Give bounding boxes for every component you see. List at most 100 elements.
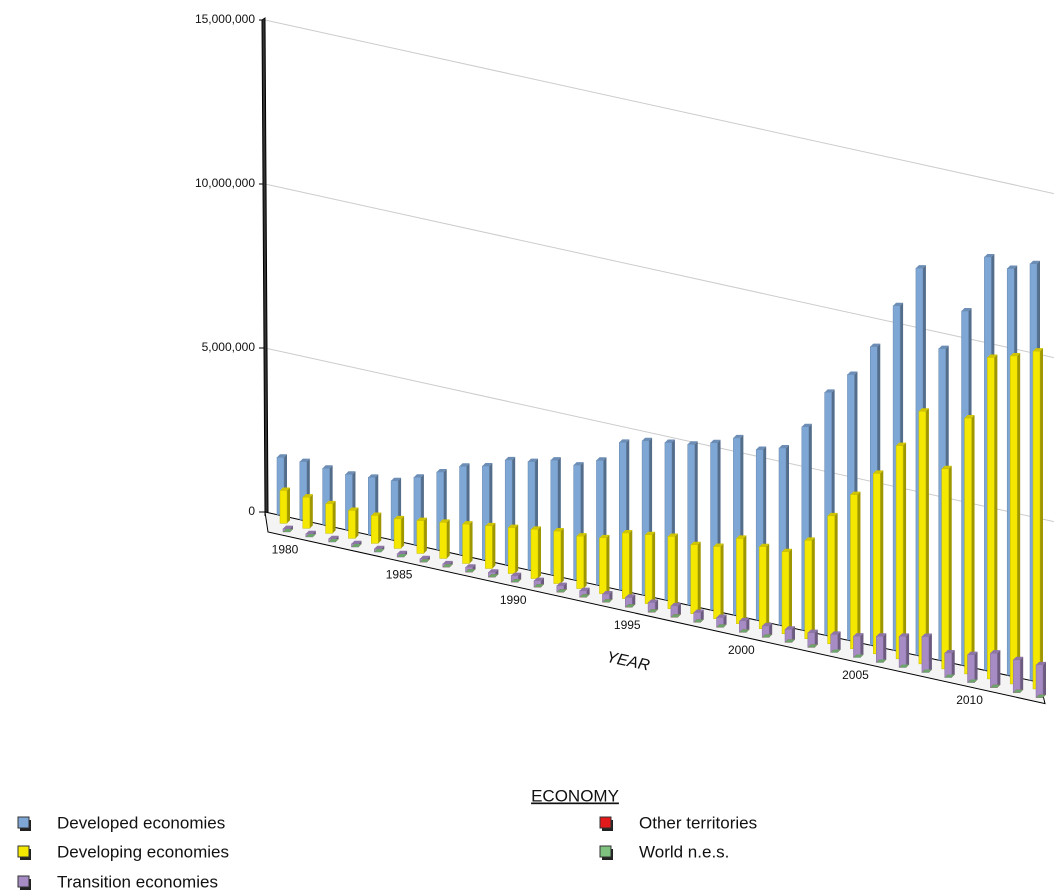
bar: [1035, 664, 1044, 698]
bar-top: [625, 594, 636, 598]
bar-side: [883, 633, 887, 663]
bar-top: [462, 521, 473, 525]
bar: [1009, 355, 1018, 685]
bar-top: [645, 531, 656, 535]
bar: [1032, 350, 1041, 690]
bar: [393, 518, 402, 549]
bar-top: [870, 343, 881, 347]
bar-top: [283, 528, 293, 532]
bar: [736, 538, 744, 624]
bar-top: [779, 444, 789, 448]
bar-top: [961, 308, 972, 311]
bar-side: [951, 649, 955, 678]
bar-top: [391, 477, 402, 481]
bar-side: [606, 534, 610, 594]
bar: [876, 635, 884, 663]
bar: [302, 496, 311, 529]
bar-top: [739, 629, 750, 633]
bar-side: [880, 470, 884, 654]
bar-top: [482, 463, 493, 467]
bar-side: [860, 633, 864, 658]
bar-side: [632, 594, 636, 608]
grid-line: [264, 183, 1054, 359]
bar-side: [971, 415, 975, 674]
bar-side: [332, 500, 336, 534]
bar-top: [505, 456, 516, 460]
bar-top: [550, 457, 561, 461]
legend-label: Other territories: [639, 813, 757, 832]
bar-side: [674, 533, 678, 609]
bar-top: [830, 631, 841, 635]
bar: [941, 468, 949, 670]
bar-top: [762, 634, 773, 638]
bar-side: [515, 524, 519, 574]
bar-side: [1020, 656, 1024, 693]
bar: [439, 522, 447, 559]
bar-side: [1043, 661, 1046, 698]
bar: [462, 523, 470, 564]
bar-side: [1017, 352, 1021, 684]
bar-top: [413, 474, 424, 478]
bar-top: [944, 649, 955, 653]
bar-side: [1040, 348, 1043, 689]
bar-top: [801, 423, 812, 427]
bar-top: [921, 633, 932, 637]
bar-top: [967, 679, 978, 683]
bar-side: [560, 528, 564, 584]
bar: [895, 445, 904, 660]
bar-side: [974, 651, 978, 683]
bar: [944, 652, 952, 678]
bar: [898, 636, 907, 668]
bar-top: [850, 491, 861, 495]
bar: [1012, 659, 1021, 693]
legend-title: ECONOMY: [531, 786, 619, 805]
bar-side: [720, 543, 724, 619]
bar-top: [345, 471, 356, 475]
bar-side: [655, 599, 659, 613]
bar-top: [1036, 661, 1046, 665]
bar-side: [792, 626, 795, 643]
bar-top: [893, 302, 904, 306]
bar-top: [648, 599, 659, 603]
bar-top: [853, 633, 864, 637]
bar-top: [664, 439, 675, 443]
legend-swatch: [17, 845, 30, 858]
x-tick-label: 1995: [614, 618, 641, 632]
bar-top: [847, 371, 858, 375]
bar-top: [670, 602, 681, 606]
bar-top: [283, 525, 293, 529]
bar: [622, 532, 630, 599]
bar-top: [579, 594, 590, 598]
bar: [967, 654, 975, 683]
bar-side: [746, 617, 750, 633]
bar-top: [305, 530, 316, 534]
bar-side: [355, 507, 359, 539]
bar-top: [899, 664, 910, 668]
bar-top: [896, 442, 907, 446]
x-tick-label: 2005: [842, 668, 869, 682]
bar-top: [670, 614, 681, 618]
bar-side: [857, 491, 861, 649]
bar-top: [782, 548, 792, 552]
bar-top: [553, 528, 564, 532]
bar-side: [492, 522, 496, 569]
bar-top: [394, 515, 405, 519]
bar-top: [873, 470, 884, 474]
bar: [990, 652, 998, 688]
bar-top: [876, 659, 887, 663]
bar-top: [531, 526, 541, 530]
bar-top: [941, 465, 952, 469]
bar-top: [642, 437, 653, 441]
bar-top: [733, 434, 744, 438]
bar-top: [667, 533, 678, 537]
bar-top: [299, 458, 310, 462]
bar-top: [785, 639, 795, 643]
x-tick-label: 1985: [386, 568, 413, 582]
bar-top: [1036, 694, 1046, 698]
y-axis: [261, 17, 269, 517]
bar-side: [769, 622, 773, 638]
bar-side: [903, 442, 907, 659]
bar: [325, 503, 333, 534]
legend-label: Developed economies: [57, 813, 225, 832]
